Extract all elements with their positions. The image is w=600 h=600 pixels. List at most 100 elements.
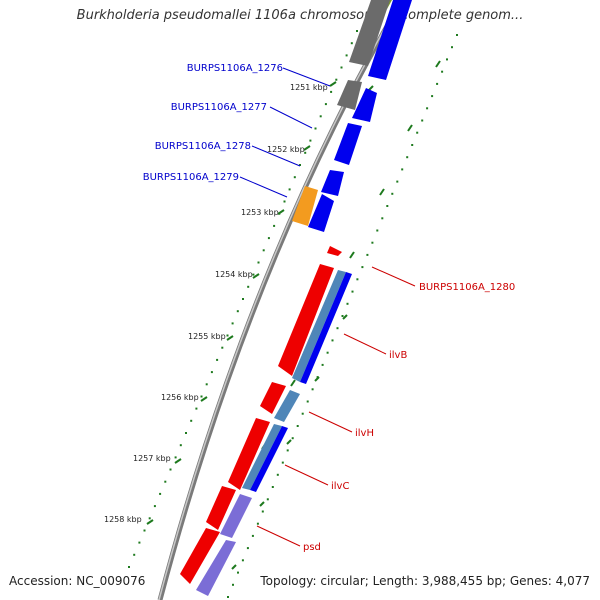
scale-dot: [291, 437, 294, 440]
scale-tick-label: 1256 kbp: [161, 393, 199, 402]
scale-dot: [361, 266, 364, 269]
scale-dot: [267, 237, 270, 240]
gene-label-BURPS1106A_1279[interactable]: BURPS1106A_1279: [143, 172, 239, 183]
gene-feature-psd-red[interactable]: [206, 486, 236, 530]
scale-dot: [411, 144, 414, 146]
gene-feature-blue-1278[interactable]: [321, 170, 344, 196]
gene-feature-gray-top[interactable]: [349, 0, 390, 66]
gene-label-ilvH[interactable]: ilvH: [355, 428, 374, 439]
scale-tick-label: 1253 kbp: [241, 208, 279, 217]
scale-dot: [426, 107, 429, 110]
scale-dot: [256, 522, 259, 525]
scale-dot: [306, 400, 309, 403]
gene-feature-red-1280[interactable]: [327, 246, 342, 256]
gene-feature-ilvH-red[interactable]: [260, 382, 286, 414]
scale-dot: [247, 285, 250, 288]
scale-tick: [407, 124, 413, 132]
gene-feature-blue-top[interactable]: [368, 0, 412, 80]
scale-dot: [314, 127, 317, 130]
scale-dot: [330, 90, 333, 93]
scale-dot: [351, 290, 354, 293]
gene-feature-ilvH-steel[interactable]: [274, 390, 300, 422]
scale-dot: [241, 559, 244, 562]
connector-psd: [256, 525, 301, 547]
gene-feature-ilvB-steel[interactable]: [292, 270, 346, 382]
gene-label-BURPS1106A_1277[interactable]: BURPS1106A_1277: [171, 102, 267, 113]
scale-dot: [164, 480, 167, 483]
scale-dot: [148, 517, 151, 520]
connector-ilvH: [308, 411, 353, 433]
gene-feature-ilvB-blue[interactable]: [300, 272, 352, 384]
gene-feature-ilvC-blue[interactable]: [250, 426, 288, 492]
scale-dot: [293, 176, 296, 179]
scale-dot: [283, 200, 286, 203]
gene-feature-ilvB-red[interactable]: [278, 264, 334, 376]
scale-dot: [210, 371, 213, 374]
scale-dot: [251, 534, 254, 537]
scale-dot: [391, 192, 394, 195]
scale-tick: [174, 458, 182, 464]
gene-feature-blue-1277[interactable]: [334, 123, 362, 165]
scale-tick-label: 1257 kbp: [133, 454, 171, 463]
gene-feature-orange-1279[interactable]: [292, 186, 318, 226]
scale-dot: [237, 571, 239, 574]
scale-dot: [346, 302, 349, 305]
scale-dot: [441, 70, 444, 73]
scale-dot: [299, 164, 301, 166]
gene-label-BURPS1106A_1276[interactable]: BURPS1106A_1276: [187, 63, 283, 74]
features-forward: [292, 0, 412, 256]
gene-feature-blue-1276[interactable]: [352, 88, 377, 122]
gene-feature-red-bottom[interactable]: [180, 528, 220, 584]
gene-feature-ilvC-red[interactable]: [228, 418, 270, 490]
scale-dot: [179, 444, 182, 447]
gene-feature-ilvC-steel[interactable]: [242, 424, 282, 490]
gene-feature-psd-purple[interactable]: [220, 494, 252, 538]
scale-dot: [421, 119, 424, 122]
scale-dot: [341, 315, 344, 317]
scale-tick: [329, 81, 337, 87]
scale-dot: [276, 473, 279, 476]
gene-label-psd[interactable]: psd: [303, 542, 321, 553]
scale-tick: [349, 251, 355, 259]
backbone-tick: [286, 439, 292, 445]
scale-dot: [396, 180, 399, 183]
gene-feature-gray-1276[interactable]: [337, 80, 362, 110]
gene-label-ilvB[interactable]: ilvB: [389, 350, 407, 361]
scale-dot: [326, 351, 329, 354]
map-title: Burkholderia pseudomallei 1106a chromoso…: [76, 8, 524, 23]
scale-dot: [261, 510, 264, 513]
scale-dot: [232, 583, 234, 586]
scale-dot: [205, 383, 208, 386]
scale-dot: [319, 115, 322, 118]
connector-ilvB: [343, 333, 387, 355]
scale-dot: [153, 505, 156, 508]
connector-1280: [371, 266, 416, 287]
scale-dot: [185, 432, 187, 434]
scale-dot: [227, 596, 229, 598]
scale-dot: [216, 358, 219, 361]
scale-dot: [174, 456, 177, 459]
gene-label-BURPS1106A_1278[interactable]: BURPS1106A_1278: [155, 141, 251, 152]
backbone-tick: [314, 376, 320, 382]
gene-feature-purple-bottom[interactable]: [196, 540, 236, 596]
scale-dot: [304, 151, 307, 154]
scale-dot: [350, 42, 353, 45]
connector-1279: [239, 176, 288, 198]
gene-label-BURPS1106A_1280[interactable]: BURPS1106A_1280: [419, 282, 515, 293]
gene-feature-blue-1279[interactable]: [308, 194, 334, 232]
scale-dot: [336, 327, 339, 330]
scale-dot: [451, 46, 453, 49]
accession-text: Accession: NC_009076: [9, 574, 146, 588]
scale-ticks: 1251 kbp 1252 kbp 1253 kbp 1254 kbp 1255…: [104, 81, 337, 525]
scale-dot: [195, 407, 198, 410]
scale-dot: [416, 131, 419, 134]
scale-dot: [266, 498, 269, 501]
scale-dot: [133, 553, 136, 556]
scale-dot: [143, 529, 146, 532]
scale-tick: [277, 209, 285, 215]
backbone-tick: [259, 501, 265, 507]
scale-dot: [324, 103, 327, 106]
gene-label-ilvC[interactable]: ilvC: [331, 481, 349, 492]
scale-dot: [386, 205, 389, 207]
scale-dot: [128, 566, 130, 568]
